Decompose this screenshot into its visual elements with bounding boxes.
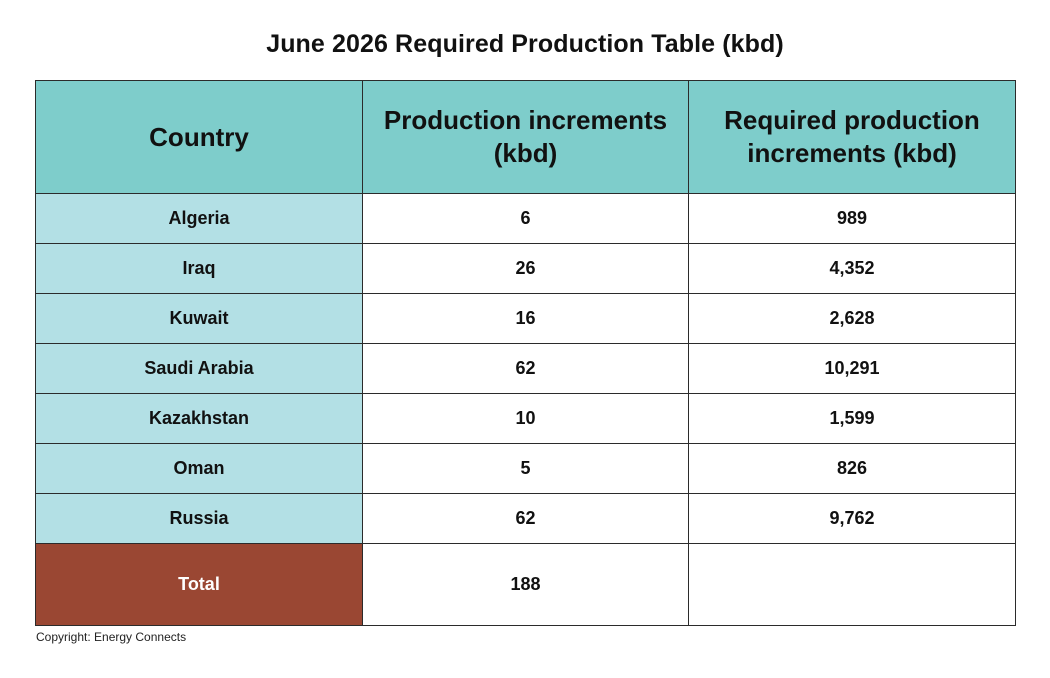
country-cell: Oman xyxy=(35,443,363,494)
required-cell: 10,291 xyxy=(688,343,1016,394)
total-row: Total 188 xyxy=(35,543,1016,626)
production-cell: 10 xyxy=(362,393,689,444)
production-cell: 62 xyxy=(362,343,689,394)
copyright-text: Copyright: Energy Connects xyxy=(36,630,187,644)
table-row: Oman 5 826 xyxy=(35,443,1016,494)
chart-title: June 2026 Required Production Table (kbd… xyxy=(266,30,784,58)
required-cell: 989 xyxy=(688,193,1016,244)
table-row: Iraq 26 4,352 xyxy=(35,243,1016,294)
table-row: Russia 62 9,762 xyxy=(35,493,1016,544)
column-header-required-production-increments: Required production increments (kbd) xyxy=(688,80,1016,194)
table-row: Kuwait 16 2,628 xyxy=(35,293,1016,344)
required-cell: 4,352 xyxy=(688,243,1016,294)
table-row: Kazakhstan 10 1,599 xyxy=(35,393,1016,444)
total-label-cell: Total xyxy=(35,543,363,626)
required-cell: 1,599 xyxy=(688,393,1016,444)
column-header-country: Country xyxy=(35,80,363,194)
production-cell: 16 xyxy=(362,293,689,344)
required-cell: 9,762 xyxy=(688,493,1016,544)
country-cell: Iraq xyxy=(35,243,363,294)
country-cell: Kazakhstan xyxy=(35,393,363,444)
table-header-row: Country Production increments (kbd) Requ… xyxy=(35,80,1016,194)
production-cell: 5 xyxy=(362,443,689,494)
total-required-cell xyxy=(688,543,1016,626)
production-cell: 62 xyxy=(362,493,689,544)
country-cell: Russia xyxy=(35,493,363,544)
required-cell: 826 xyxy=(688,443,1016,494)
table-row: Algeria 6 989 xyxy=(35,193,1016,244)
production-cell: 6 xyxy=(362,193,689,244)
country-cell: Kuwait xyxy=(35,293,363,344)
country-cell: Saudi Arabia xyxy=(35,343,363,394)
required-cell: 2,628 xyxy=(688,293,1016,344)
total-production-cell: 188 xyxy=(362,543,689,626)
production-cell: 26 xyxy=(362,243,689,294)
table-row: Saudi Arabia 62 10,291 xyxy=(35,343,1016,394)
column-header-production-increments: Production increments (kbd) xyxy=(362,80,689,194)
production-table: Country Production increments (kbd) Requ… xyxy=(35,80,1016,626)
country-cell: Algeria xyxy=(35,193,363,244)
